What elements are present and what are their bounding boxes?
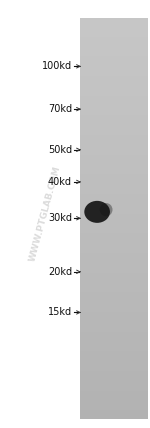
Text: 30kd: 30kd [48,213,72,223]
Text: 100kd: 100kd [42,61,72,71]
Ellipse shape [84,201,110,223]
Text: 40kd: 40kd [48,177,72,187]
Text: 70kd: 70kd [48,104,72,114]
Text: 15kd: 15kd [48,307,72,318]
Ellipse shape [100,203,112,216]
Text: WWW.PTGLAB.COM: WWW.PTGLAB.COM [28,165,62,263]
Text: 50kd: 50kd [48,145,72,155]
Text: 20kd: 20kd [48,267,72,277]
